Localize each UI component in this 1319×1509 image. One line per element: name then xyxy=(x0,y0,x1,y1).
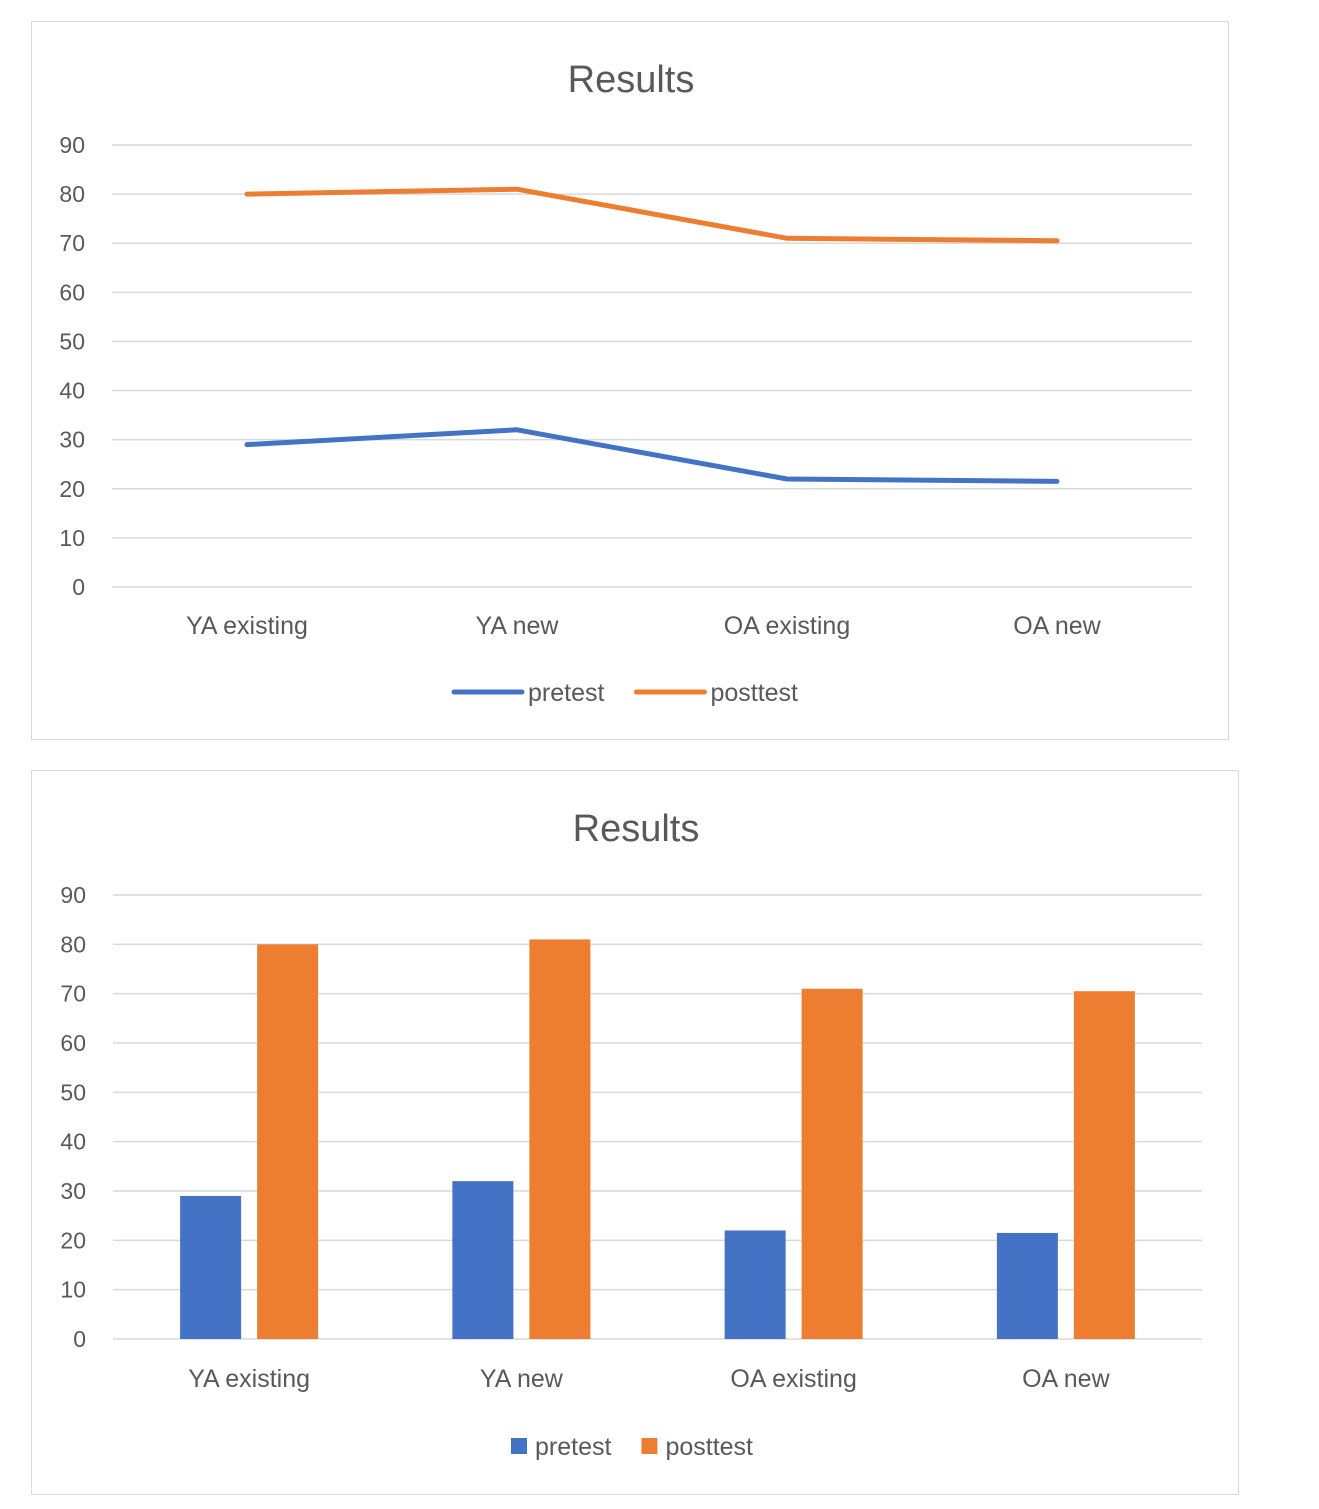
line-chart-svg: Results 0 10 20 30 40 50 60 70 80 90 YA existing YA… xyxy=(59,59,1192,707)
series-line-posttest xyxy=(244,186,1060,244)
y-tick-label: 40 xyxy=(60,1129,86,1155)
bar-pretest xyxy=(452,1181,514,1339)
x-tick-label: OA new xyxy=(1022,1365,1110,1393)
y-tick-label: 90 xyxy=(60,882,86,908)
y-tick-label: 50 xyxy=(60,1079,86,1105)
legend-label-pretest: pretest xyxy=(535,1433,611,1461)
y-tick-label: 0 xyxy=(73,1326,86,1352)
x-tick-label: YA existing xyxy=(188,1365,310,1393)
chart-title: Results xyxy=(573,808,700,850)
y-tick-label: 60 xyxy=(60,1030,86,1056)
y-tick-label: 0 xyxy=(72,574,85,600)
y-tick-label: 90 xyxy=(59,132,85,158)
line-chart-panel: Results 0 10 20 30 40 50 60 70 80 90 YA existing YA… xyxy=(31,21,1229,740)
bar-posttest xyxy=(1073,991,1135,1339)
x-tick-label: YA existing xyxy=(186,612,308,640)
bar-posttest xyxy=(801,988,863,1339)
bar-pretest xyxy=(996,1232,1058,1339)
y-tick-label: 80 xyxy=(59,181,85,207)
y-tick-label: 20 xyxy=(60,1227,86,1253)
chart-title: Results xyxy=(568,59,695,101)
y-tick-label: 70 xyxy=(60,981,86,1007)
x-tick-label: YA new xyxy=(476,612,560,640)
legend-swatch-posttest xyxy=(641,1438,658,1454)
y-tick-label: 70 xyxy=(59,230,85,256)
y-tick-label: 10 xyxy=(60,1277,86,1303)
bar-posttest xyxy=(529,939,591,1339)
bar-chart-panel: Results 0 10 20 30 40 50 60 70 80 90 YA existing YA… xyxy=(31,770,1239,1495)
x-tick-label: OA existing xyxy=(730,1365,856,1393)
legend-label-posttest: posttest xyxy=(665,1433,753,1461)
legend-label-pretest: pretest xyxy=(528,679,604,707)
y-tick-label: 20 xyxy=(59,476,85,502)
bar-chart-svg: Results 0 10 20 30 40 50 60 70 80 90 YA existing YA… xyxy=(60,808,1202,1461)
y-tick-label: 30 xyxy=(59,427,85,453)
series-line-pretest xyxy=(244,427,1060,484)
y-tick-label: 50 xyxy=(59,328,85,354)
x-tick-label: OA existing xyxy=(724,612,850,640)
legend-label-posttest: posttest xyxy=(710,679,798,707)
bar-posttest xyxy=(257,944,319,1339)
y-tick-label: 40 xyxy=(59,378,85,404)
bar-pretest xyxy=(180,1195,242,1339)
x-tick-label: OA new xyxy=(1013,612,1101,640)
x-tick-label: YA new xyxy=(480,1365,564,1393)
y-tick-label: 60 xyxy=(59,279,85,305)
y-tick-label: 30 xyxy=(60,1178,86,1204)
legend-swatch-pretest xyxy=(511,1438,527,1454)
y-tick-label: 80 xyxy=(60,931,86,957)
bar-pretest xyxy=(724,1230,786,1339)
y-tick-label: 10 xyxy=(59,525,85,551)
